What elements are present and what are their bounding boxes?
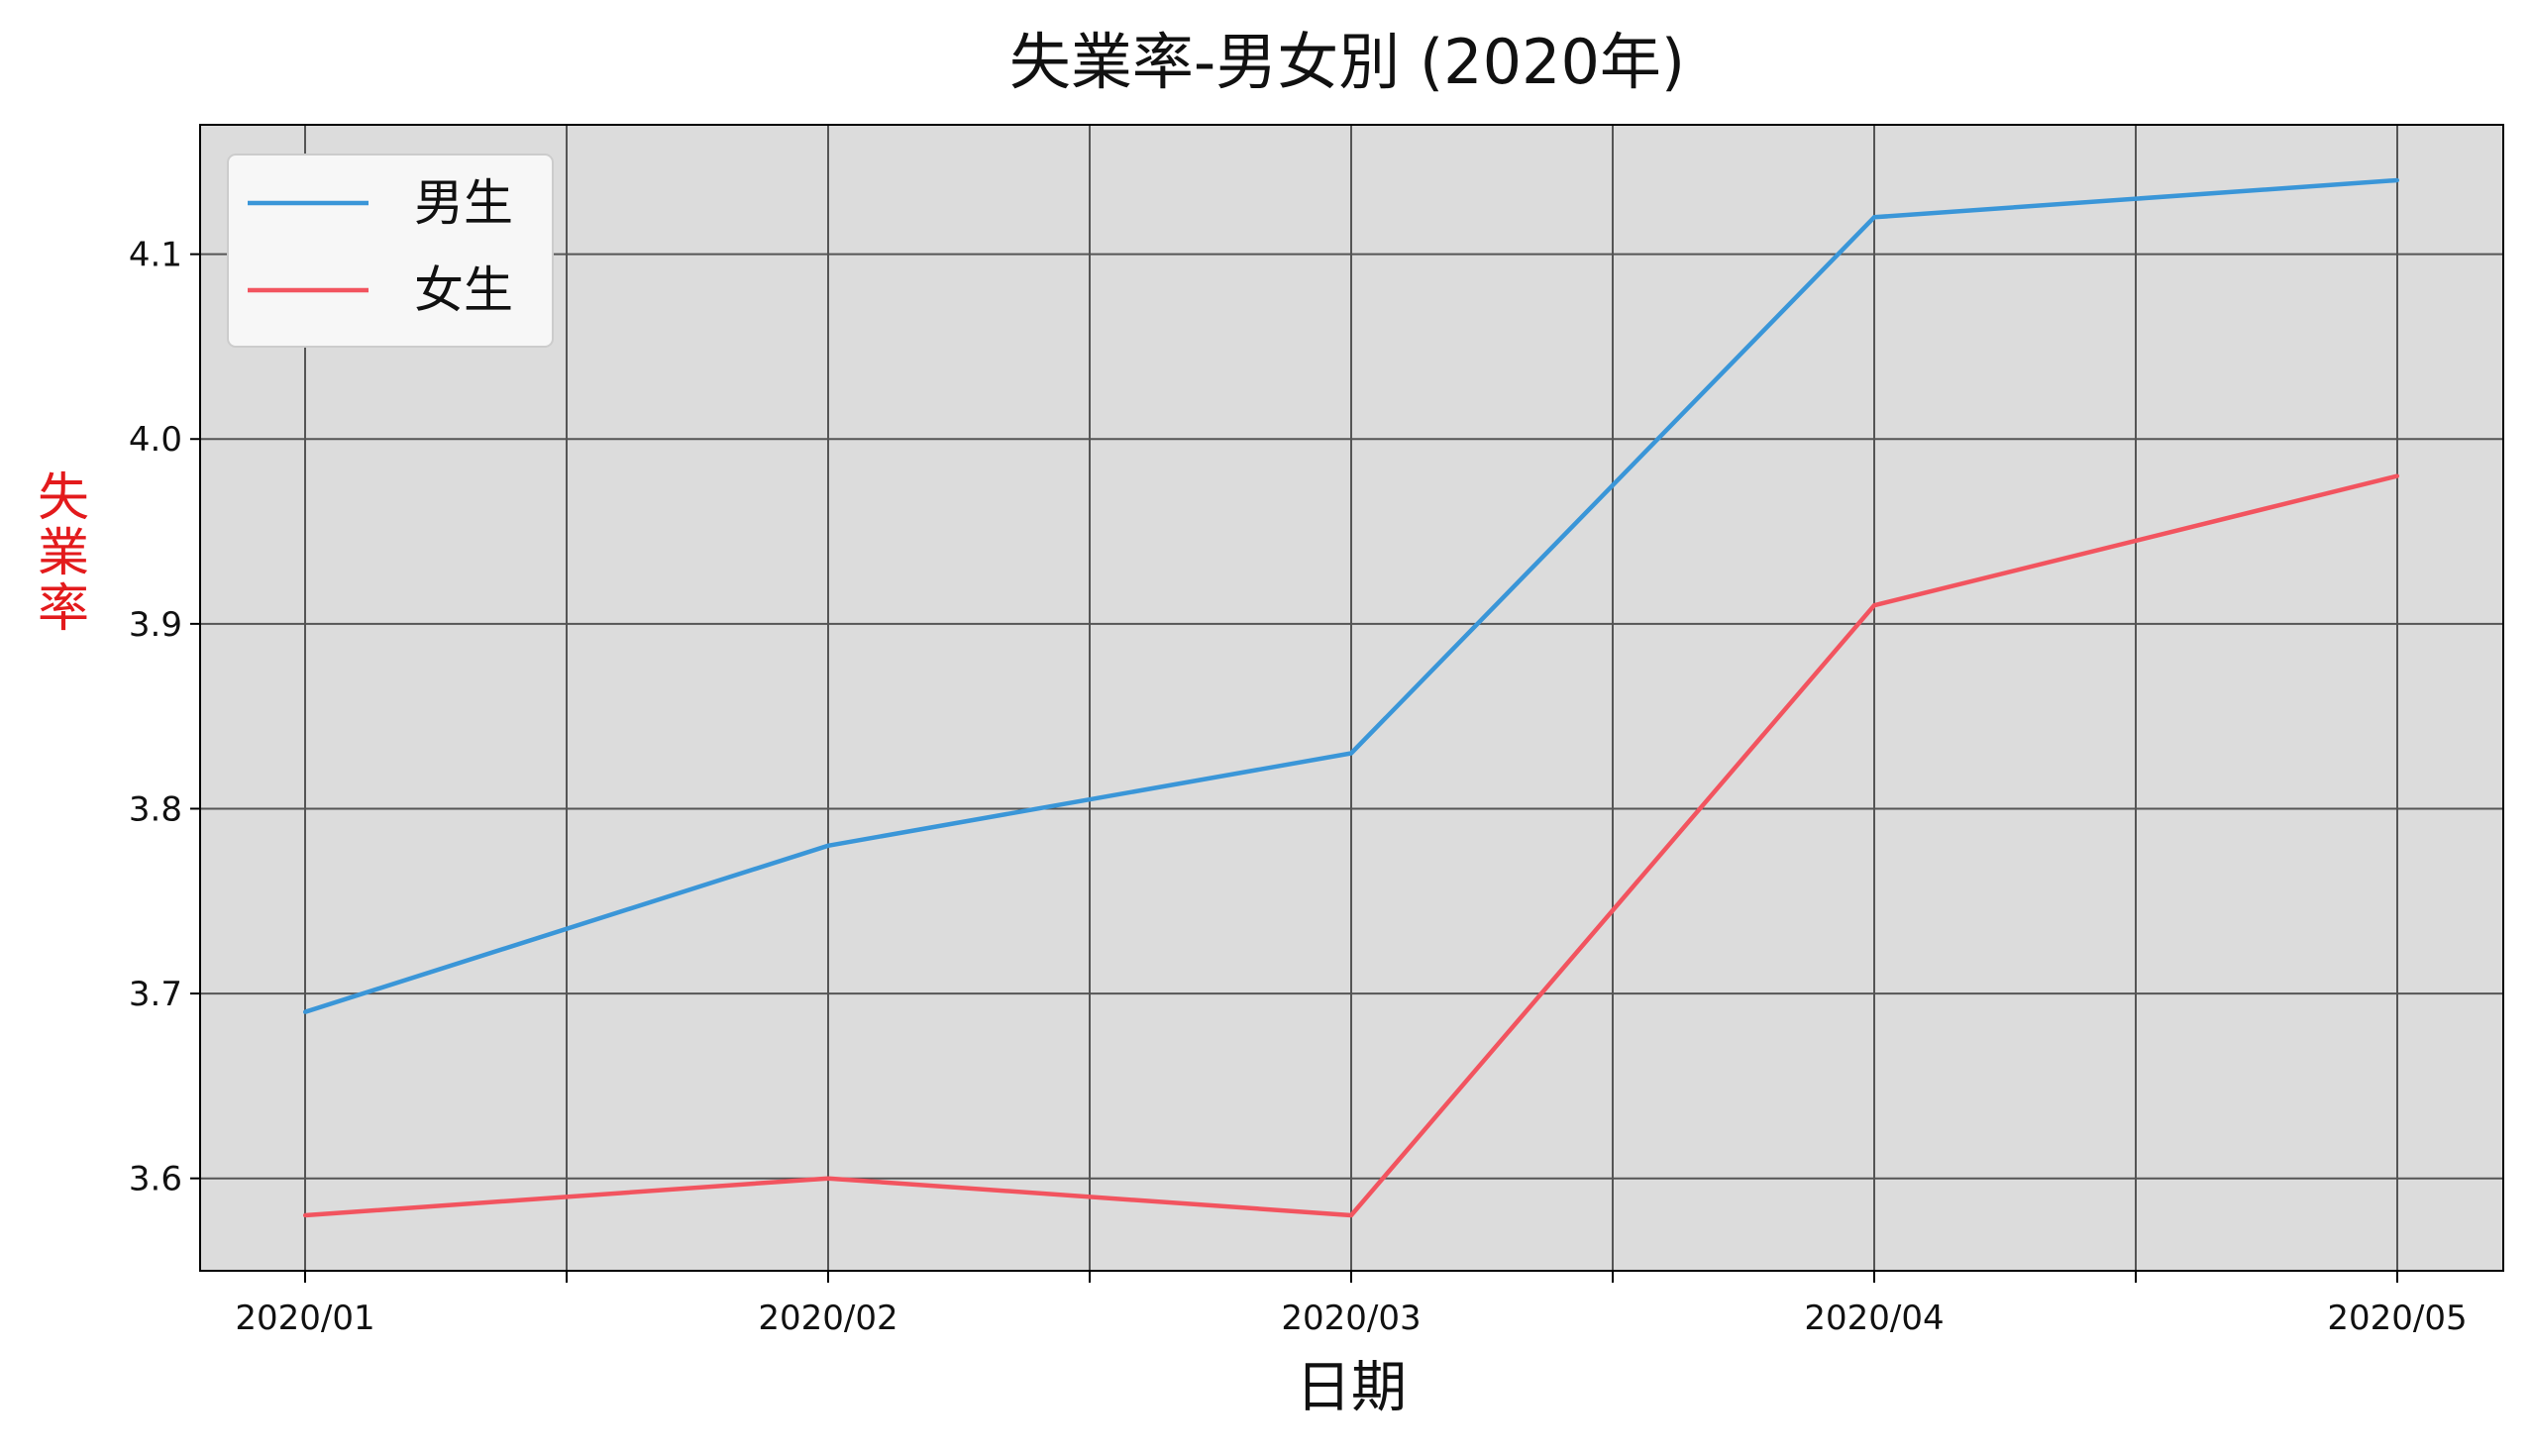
data-point bbox=[1872, 215, 1876, 220]
data-point bbox=[826, 1176, 830, 1181]
legend-label: 女生 bbox=[414, 261, 513, 319]
series-lines bbox=[303, 177, 2399, 1218]
data-point bbox=[1872, 603, 1876, 608]
legend-label: 男生 bbox=[414, 174, 513, 232]
x-tick-label: 2020/04 bbox=[1804, 1299, 1944, 1338]
data-point bbox=[2395, 177, 2399, 182]
chart-title: 失業率-男女別 (2020年) bbox=[1009, 26, 1685, 98]
y-axis-label-char: 失 bbox=[38, 468, 89, 528]
x-axis: 2020/01 2020/02 2020/03 2020/04 2020/05 bbox=[235, 1271, 2468, 1338]
y-tick-label: 3.8 bbox=[129, 789, 182, 829]
x-tick-label: 2020/05 bbox=[2327, 1299, 2467, 1338]
y-axis-label: 失業率 bbox=[38, 468, 89, 639]
x-tick-label: 2020/01 bbox=[235, 1299, 374, 1338]
y-axis-label-char: 率 bbox=[38, 579, 89, 639]
data-point bbox=[303, 1009, 307, 1014]
data-point bbox=[303, 1213, 307, 1218]
y-tick-label: 4.0 bbox=[129, 420, 182, 460]
x-tick-label: 2020/02 bbox=[758, 1299, 897, 1338]
data-point bbox=[826, 843, 830, 848]
data-point bbox=[1349, 751, 1353, 756]
data-point bbox=[1349, 1213, 1353, 1218]
grid-lines bbox=[200, 125, 2503, 1271]
x-axis-label: 日期 bbox=[1296, 1356, 1407, 1420]
y-axis: 3.6 3.7 3.8 3.9 4.0 4.1 bbox=[129, 236, 200, 1199]
y-tick-label: 3.7 bbox=[129, 975, 182, 1014]
x-tick-label: 2020/03 bbox=[1281, 1299, 1421, 1338]
y-axis-label-char: 業 bbox=[38, 524, 89, 583]
y-tick-label: 4.1 bbox=[129, 236, 182, 275]
y-tick-label: 3.6 bbox=[129, 1160, 182, 1199]
data-point bbox=[2395, 473, 2399, 478]
y-tick-label: 3.9 bbox=[129, 605, 182, 645]
